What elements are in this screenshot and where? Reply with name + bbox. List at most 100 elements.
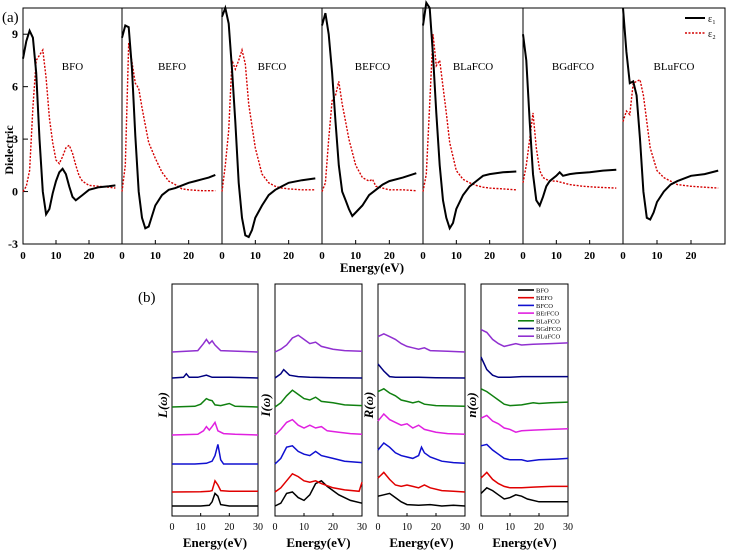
series-line-bfo [274, 479, 363, 507]
x-tick-label: 0 [273, 522, 278, 533]
subpanel-title: BEFCO [355, 61, 391, 73]
eps2-line [522, 112, 617, 189]
series-line-blafco [171, 397, 259, 408]
subpanel-blufco: BLuFCO 0 10 20 [620, 7, 726, 262]
eps2-line [422, 34, 517, 192]
x-tick-label: 0 [376, 522, 381, 533]
panel-a-label: (a) [2, 10, 19, 26]
subplot-absorption: 0 10 20 30 Energy(eV) I(ω) [258, 283, 367, 550]
panel-b-label: (b) [138, 290, 156, 306]
eps1-line [121, 24, 216, 230]
x-tick-label: 10 [551, 250, 563, 262]
eps1-line [221, 4, 316, 239]
y-tick-label: 6 [12, 80, 18, 94]
x-tick-label: 20 [224, 522, 234, 533]
panel-a-xlabel: Energy(eV) [340, 260, 404, 275]
series-line-bfo [480, 486, 568, 503]
series-line-berfco [171, 420, 259, 436]
x-tick-label: 30 [563, 522, 573, 533]
subplot-xlabel: Energy(eV) [492, 535, 556, 550]
x-tick-label: 20 [686, 250, 698, 262]
x-tick-label: 0 [479, 522, 484, 533]
legend-label: BErFCO [536, 311, 559, 318]
series-line-blafco [480, 388, 569, 407]
series-line-bfco [172, 444, 258, 465]
x-tick-label: 10 [299, 522, 309, 533]
eps2-line [321, 81, 417, 192]
eps2-line [622, 78, 719, 189]
panel-b-subplots: 0 10 20 30 Energy(eV) L(ω) 0 10 20 30 Energy(eV) I(… [155, 283, 573, 550]
subplot-loss: 0 10 20 30 Energy(eV) L(ω) [155, 283, 263, 550]
eps1-line [422, 0, 517, 231]
subpanel-blafco: BLaFCO 0 10 20 [420, 0, 524, 262]
series-line-bgdfco [274, 368, 363, 379]
series-line-befo [480, 471, 568, 489]
series-line-bfo [172, 492, 258, 507]
series-line-bfo [377, 492, 466, 507]
legend-label: BLaFCO [536, 318, 560, 325]
series-line-befo [377, 471, 466, 493]
x-tick-label: 10 [451, 250, 463, 262]
legend-label: ε₁ [708, 14, 716, 25]
legend-bg [516, 286, 566, 342]
subpanel-title: BLuFCO [654, 61, 695, 73]
x-tick-label: 20 [328, 522, 338, 533]
x-tick-label: 20 [534, 522, 544, 533]
subpanel-title: BFO [62, 61, 83, 73]
series-line-blufco [377, 332, 466, 353]
subpanel-title: BLaFCO [453, 61, 493, 73]
series-line-blafco [274, 389, 363, 408]
subpanel-title: BEFO [158, 61, 186, 73]
eps1-line [622, 7, 719, 221]
subplot-ylabel: I(ω) [258, 393, 273, 417]
x-tick-label: 20 [484, 250, 496, 262]
subplot-ylabel: R(ω) [361, 392, 376, 420]
x-tick-label: 0 [520, 250, 526, 262]
x-tick-label: 0 [319, 250, 325, 262]
x-tick-label: 30 [253, 522, 263, 533]
subplot-xlabel: Energy(eV) [389, 535, 453, 550]
y-tick-label: 3 [12, 132, 18, 146]
subpanel-frame [321, 7, 424, 245]
series-line-bfco [274, 444, 363, 465]
subpanel-bgdfco: BGdFCO 0 10 20 [520, 7, 624, 262]
series-line-berfco [377, 412, 466, 436]
subplot-frame [171, 283, 259, 517]
eps1-line [22, 27, 116, 218]
x-tick-label: 0 [219, 250, 225, 262]
subpanel-frame [121, 7, 223, 245]
eps1-line [321, 12, 417, 218]
y-tick-label: -3 [8, 237, 18, 251]
x-tick-label: 20 [431, 522, 441, 533]
x-tick-label: 10 [402, 522, 412, 533]
subplot-ylabel: L(ω) [155, 392, 170, 419]
x-tick-label: 10 [250, 250, 262, 262]
y-tick-label: 9 [12, 27, 18, 41]
series-line-blafco [377, 387, 466, 408]
x-tick-label: 20 [283, 250, 295, 262]
y-tick-label: 0 [12, 185, 18, 199]
subpanel-frame [522, 7, 624, 245]
x-tick-label: 10 [652, 250, 664, 262]
x-tick-label: 10 [350, 250, 362, 262]
subpanel-frame [622, 7, 726, 245]
x-tick-label: 10 [505, 522, 515, 533]
series-line-blufco [274, 334, 363, 353]
series-line-blufco [171, 338, 259, 353]
subpanel-bfo: BFO 0 10 20 [20, 7, 123, 262]
x-tick-label: 10 [196, 522, 206, 533]
subplot-refractive: 0 10 20 30 Energy(eV) n(ω) [464, 283, 573, 550]
subplot-reflectivity: 0 10 20 30 Energy(eV) R(ω) [361, 283, 470, 550]
legend-label: BFO [536, 288, 549, 295]
series-line-blufco [480, 328, 569, 348]
x-tick-label: 0 [170, 522, 175, 533]
legend-label: BGdFCO [536, 326, 561, 333]
series-line-berfco [480, 414, 569, 433]
x-tick-label: 10 [150, 250, 162, 262]
series-line-berfco [274, 418, 363, 436]
subplot-ylabel: n(ω) [464, 392, 479, 417]
x-tick-label: 30 [357, 522, 367, 533]
